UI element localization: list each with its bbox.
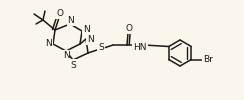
Text: N: N [63, 52, 69, 60]
Text: O: O [125, 24, 132, 33]
Text: HN: HN [133, 42, 147, 52]
Text: N: N [87, 34, 93, 44]
Text: S: S [70, 60, 76, 70]
Text: N: N [46, 40, 52, 48]
Text: N: N [83, 24, 89, 34]
Text: O: O [57, 9, 63, 18]
Text: Br: Br [203, 55, 213, 64]
Text: N: N [68, 16, 74, 25]
Text: S: S [98, 44, 104, 52]
